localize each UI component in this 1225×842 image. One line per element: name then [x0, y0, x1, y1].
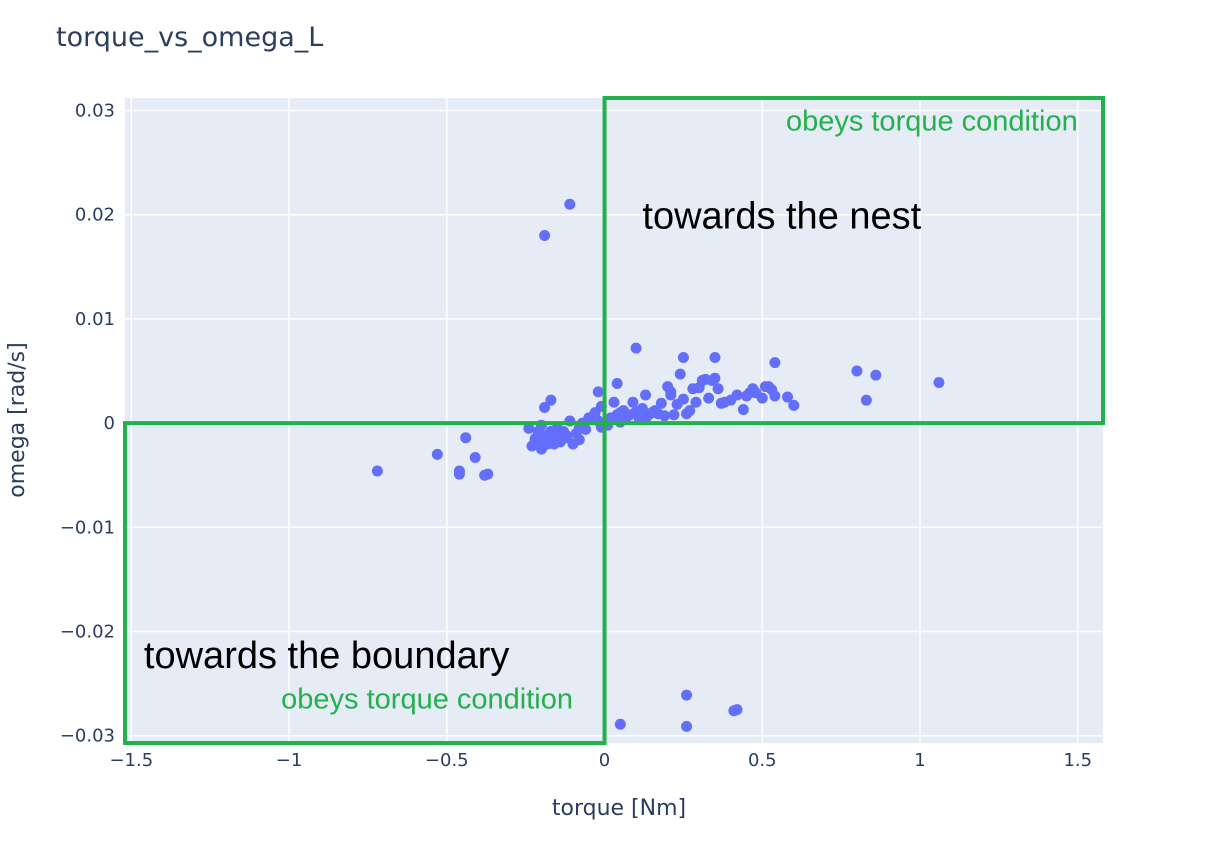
- data-point: [870, 369, 882, 381]
- data-point: [684, 405, 696, 417]
- y-axis-title: omega [rad/s]: [5, 342, 30, 497]
- y-tick-label: −0.01: [60, 517, 115, 538]
- data-point: [460, 432, 472, 444]
- data-point: [731, 389, 743, 401]
- y-tick-label: −0.02: [60, 622, 115, 643]
- data-point: [453, 465, 465, 477]
- y-tick-label: 0.01: [75, 309, 115, 330]
- data-point: [592, 386, 604, 398]
- data-point: [548, 438, 560, 450]
- data-point: [731, 704, 743, 716]
- annotation-obeys-lower: obeys torque condition: [281, 684, 573, 716]
- data-point: [681, 689, 693, 701]
- data-point: [545, 425, 557, 437]
- data-point: [482, 468, 494, 480]
- data-point: [690, 396, 702, 408]
- data-point: [554, 430, 566, 442]
- x-tick-label: 0.5: [748, 750, 777, 771]
- data-point: [431, 448, 443, 460]
- x-tick-label: 1.5: [1063, 750, 1092, 771]
- quadrant-box-lower-left: [123, 421, 607, 745]
- data-point: [627, 396, 639, 408]
- x-tick-label: −1: [276, 750, 303, 771]
- data-point: [769, 390, 781, 402]
- y-axis-ticks: −0.03 −0.02 −0.01 0 0.01 0.02 0.03: [60, 101, 115, 747]
- y-tick-label: −0.03: [60, 726, 115, 747]
- x-tick-label: 1: [914, 750, 925, 771]
- data-point: [614, 718, 626, 730]
- data-point: [539, 401, 551, 413]
- quadrant-box-upper-right: [602, 96, 1105, 426]
- x-tick-label: −1.5: [109, 750, 153, 771]
- data-point: [712, 383, 724, 395]
- data-point: [564, 198, 576, 210]
- data-point: [469, 451, 481, 463]
- y-tick-label: 0.02: [75, 205, 115, 226]
- annotation-towards-nest: towards the nest: [642, 195, 921, 237]
- data-point: [851, 365, 863, 377]
- y-tick-label: 0.03: [75, 101, 115, 122]
- x-tick-label: −0.5: [425, 750, 469, 771]
- data-point: [703, 392, 715, 404]
- data-point: [580, 423, 592, 435]
- data-point: [933, 376, 945, 388]
- data-points: [371, 198, 945, 732]
- data-point: [668, 409, 680, 421]
- quadrant-boxes: [123, 96, 1105, 745]
- chart-title: torque_vs_omega_L: [56, 22, 323, 53]
- data-point: [665, 389, 677, 401]
- data-point: [677, 351, 689, 363]
- data-point: [532, 436, 544, 448]
- x-axis-title: torque [Nm]: [552, 796, 686, 821]
- data-point: [640, 389, 652, 401]
- data-point: [709, 351, 721, 363]
- data-point: [371, 465, 383, 477]
- data-point: [608, 396, 620, 408]
- data-point: [681, 720, 693, 732]
- data-point: [788, 399, 800, 411]
- data-point: [709, 372, 721, 384]
- data-point: [523, 422, 535, 434]
- annotation-towards-boundary: towards the boundary: [144, 635, 509, 677]
- x-tick-label: 0: [599, 750, 610, 771]
- x-axis-ticks: −1.5 −1 −0.5 0 0.5 1 1.5: [109, 750, 1092, 771]
- data-point: [611, 378, 623, 390]
- data-point: [539, 230, 551, 242]
- data-point: [545, 394, 557, 406]
- data-point: [658, 410, 670, 422]
- y-tick-label: 0: [104, 413, 115, 434]
- data-point: [674, 368, 686, 380]
- data-point: [769, 357, 781, 369]
- data-point: [573, 434, 585, 446]
- data-point: [756, 392, 768, 404]
- annotations: obeys torque condition towards the nest to…: [144, 105, 1078, 715]
- data-point: [860, 394, 872, 406]
- data-point: [677, 393, 689, 405]
- data-point: [737, 404, 749, 416]
- data-point: [630, 342, 642, 354]
- data-point: [782, 391, 794, 403]
- data-point: [655, 397, 667, 409]
- annotation-obeys-upper: obeys torque condition: [786, 105, 1078, 137]
